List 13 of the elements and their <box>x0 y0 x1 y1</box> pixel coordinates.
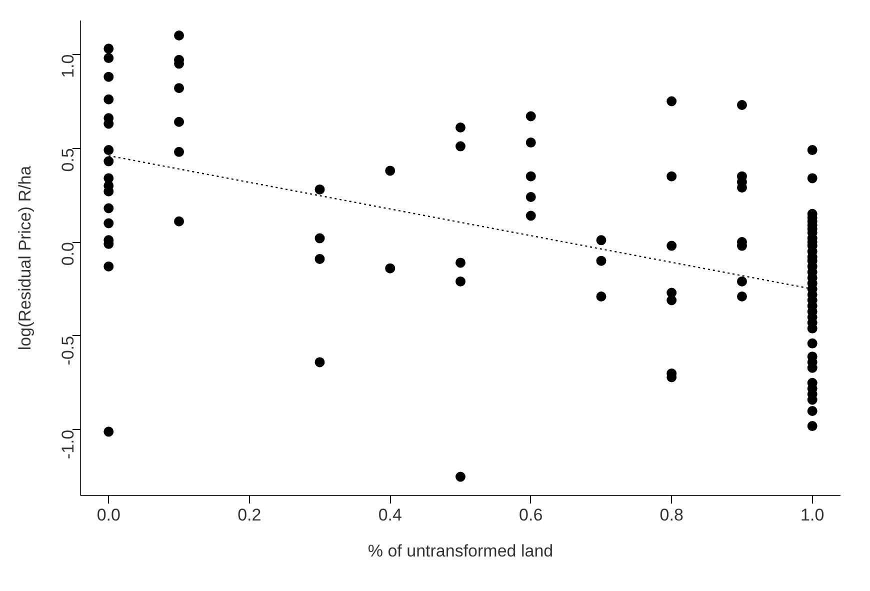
y-tick-label: 0.0 <box>58 242 78 266</box>
y-tick-label: -1.0 <box>58 430 78 460</box>
x-axis-title: % of untransformed land <box>368 542 554 560</box>
y-tick-label: -0.5 <box>58 336 78 366</box>
y-tick-label: 1.0 <box>58 54 78 78</box>
x-tick-label: 0.2 <box>238 506 262 524</box>
x-tick-label: 0.0 <box>96 506 120 524</box>
x-tick-label: 0.4 <box>378 506 402 524</box>
y-tick-label: 0.5 <box>58 148 78 172</box>
x-tick-label: 0.6 <box>519 506 543 524</box>
x-tick-label: 0.8 <box>660 506 684 524</box>
y-axis-title: log(Residual Price) R/ha <box>16 165 34 350</box>
x-tick-label: 1.0 <box>800 506 824 524</box>
